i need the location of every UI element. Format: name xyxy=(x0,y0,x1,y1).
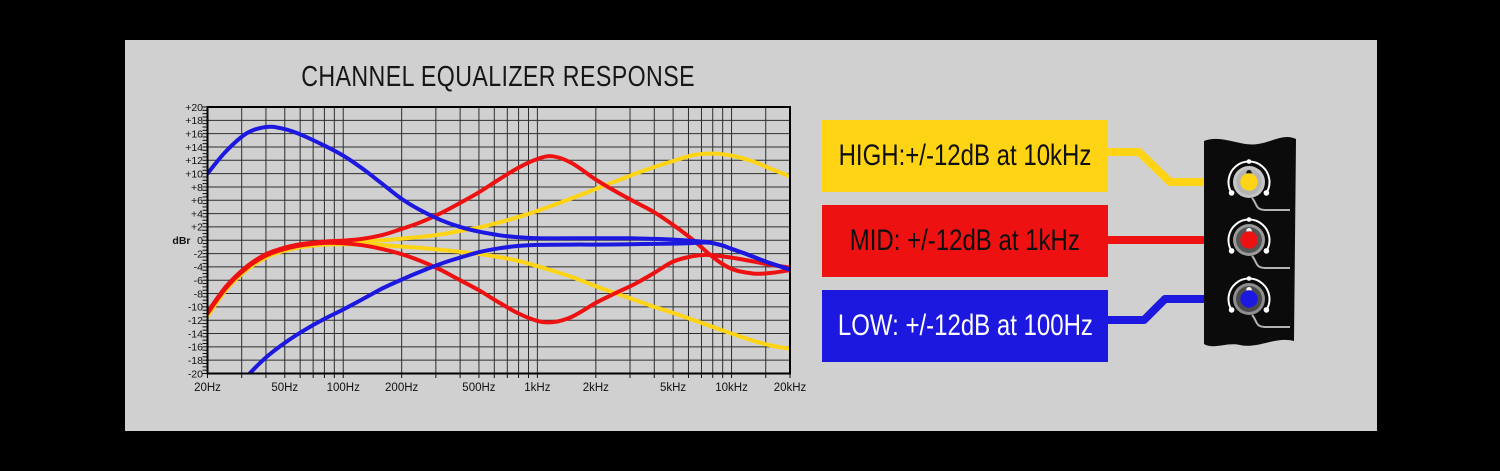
y-tick-label: -18 xyxy=(188,355,203,367)
knob-center-dot xyxy=(1240,231,1258,249)
legend-high-label: HIGH:+/-12dB at 10kHz xyxy=(838,139,1092,172)
knob-trace xyxy=(1251,314,1290,328)
y-tick-label: +8 xyxy=(191,182,203,194)
y-tick-label: 0 xyxy=(197,235,203,247)
knob-top-marker-icon xyxy=(1246,217,1252,222)
high-knob[interactable] xyxy=(1227,159,1291,211)
x-tick-label: 5kHz xyxy=(660,382,686,394)
x-tick-label: 20Hz xyxy=(194,382,221,394)
diagram-background-panel xyxy=(125,40,1377,431)
y-tick-label: -10 xyxy=(188,302,203,314)
x-tick-label: 100Hz xyxy=(327,382,360,394)
y-tick-label: +4 xyxy=(191,208,203,220)
y-tick-label: -16 xyxy=(188,342,203,354)
arc-arrowhead-left-icon xyxy=(1228,190,1235,196)
x-tick-label: 500Hz xyxy=(462,382,495,394)
chart-title-text: CHANNEL EQUALIZER RESPONSE xyxy=(301,61,696,93)
y-tick-label: +20 xyxy=(185,102,203,114)
y-tick-label: -12 xyxy=(188,315,203,327)
y-tick-label: +14 xyxy=(185,142,203,154)
y-tick-label: +18 xyxy=(185,115,203,127)
low-knob[interactable] xyxy=(1227,276,1291,328)
knob-strip xyxy=(1204,136,1296,347)
x-tick-label: 10kHz xyxy=(715,382,748,394)
y-axis-unit-label: dBr xyxy=(172,235,190,247)
curve-low-cut xyxy=(246,240,790,375)
mid-knob[interactable] xyxy=(1227,217,1291,269)
arc-arrowhead-right-icon xyxy=(1263,307,1270,313)
knob-trace xyxy=(1251,197,1290,211)
legend-mid-label: MID: +/-12dB at 1kHz xyxy=(849,224,1081,257)
knob-trace xyxy=(1251,255,1290,269)
legend-mid-box: MID: +/-12dB at 1kHz xyxy=(822,205,1108,277)
y-tick-label: -14 xyxy=(188,328,203,340)
arc-arrowhead-right-icon xyxy=(1263,190,1270,196)
curve-mid-cut xyxy=(207,240,790,325)
x-tick-label: 1kHz xyxy=(524,382,550,394)
response-curves xyxy=(207,124,790,375)
x-tick-label: 2kHz xyxy=(583,382,609,394)
y-tick-label: +6 xyxy=(191,195,203,207)
legend-high-box: HIGH:+/-12dB at 10kHz xyxy=(822,120,1108,192)
axis-ticks xyxy=(202,106,791,378)
knob-top-marker-icon xyxy=(1246,276,1252,281)
y-tick-label: -20 xyxy=(188,368,203,380)
arc-arrowhead-right-icon xyxy=(1263,248,1270,254)
y-tick-label: -2 xyxy=(194,248,203,260)
knob-center-dot xyxy=(1240,173,1258,191)
x-tick-label: 50Hz xyxy=(271,382,298,394)
arc-arrowhead-left-icon xyxy=(1228,248,1235,254)
x-tick-label: 20kHz xyxy=(774,382,807,394)
y-tick-label: -6 xyxy=(194,275,203,287)
knob-center-dot xyxy=(1240,290,1258,308)
legend-low-label: LOW: +/-12dB at 100Hz xyxy=(837,309,1093,342)
x-tick-label: 200Hz xyxy=(385,382,418,394)
knob-top-marker-icon xyxy=(1246,159,1252,164)
axis-labels: 20Hz 50Hz 100Hz 200Hz 500Hz 1kHz 2kHz 5kHz 10kHz… xyxy=(172,102,806,394)
y-tick-label: +2 xyxy=(191,222,203,234)
y-tick-label: +10 xyxy=(185,168,203,180)
arc-arrowhead-left-icon xyxy=(1228,307,1235,313)
y-tick-label: +16 xyxy=(185,128,203,140)
chart-title: CHANNEL EQUALIZER RESPONSE xyxy=(207,61,790,94)
legend-low-box: LOW: +/-12dB at 100Hz xyxy=(822,290,1108,362)
y-tick-label: -8 xyxy=(194,288,203,300)
y-tick-label: +12 xyxy=(185,155,203,167)
y-tick-label: -4 xyxy=(194,262,203,274)
